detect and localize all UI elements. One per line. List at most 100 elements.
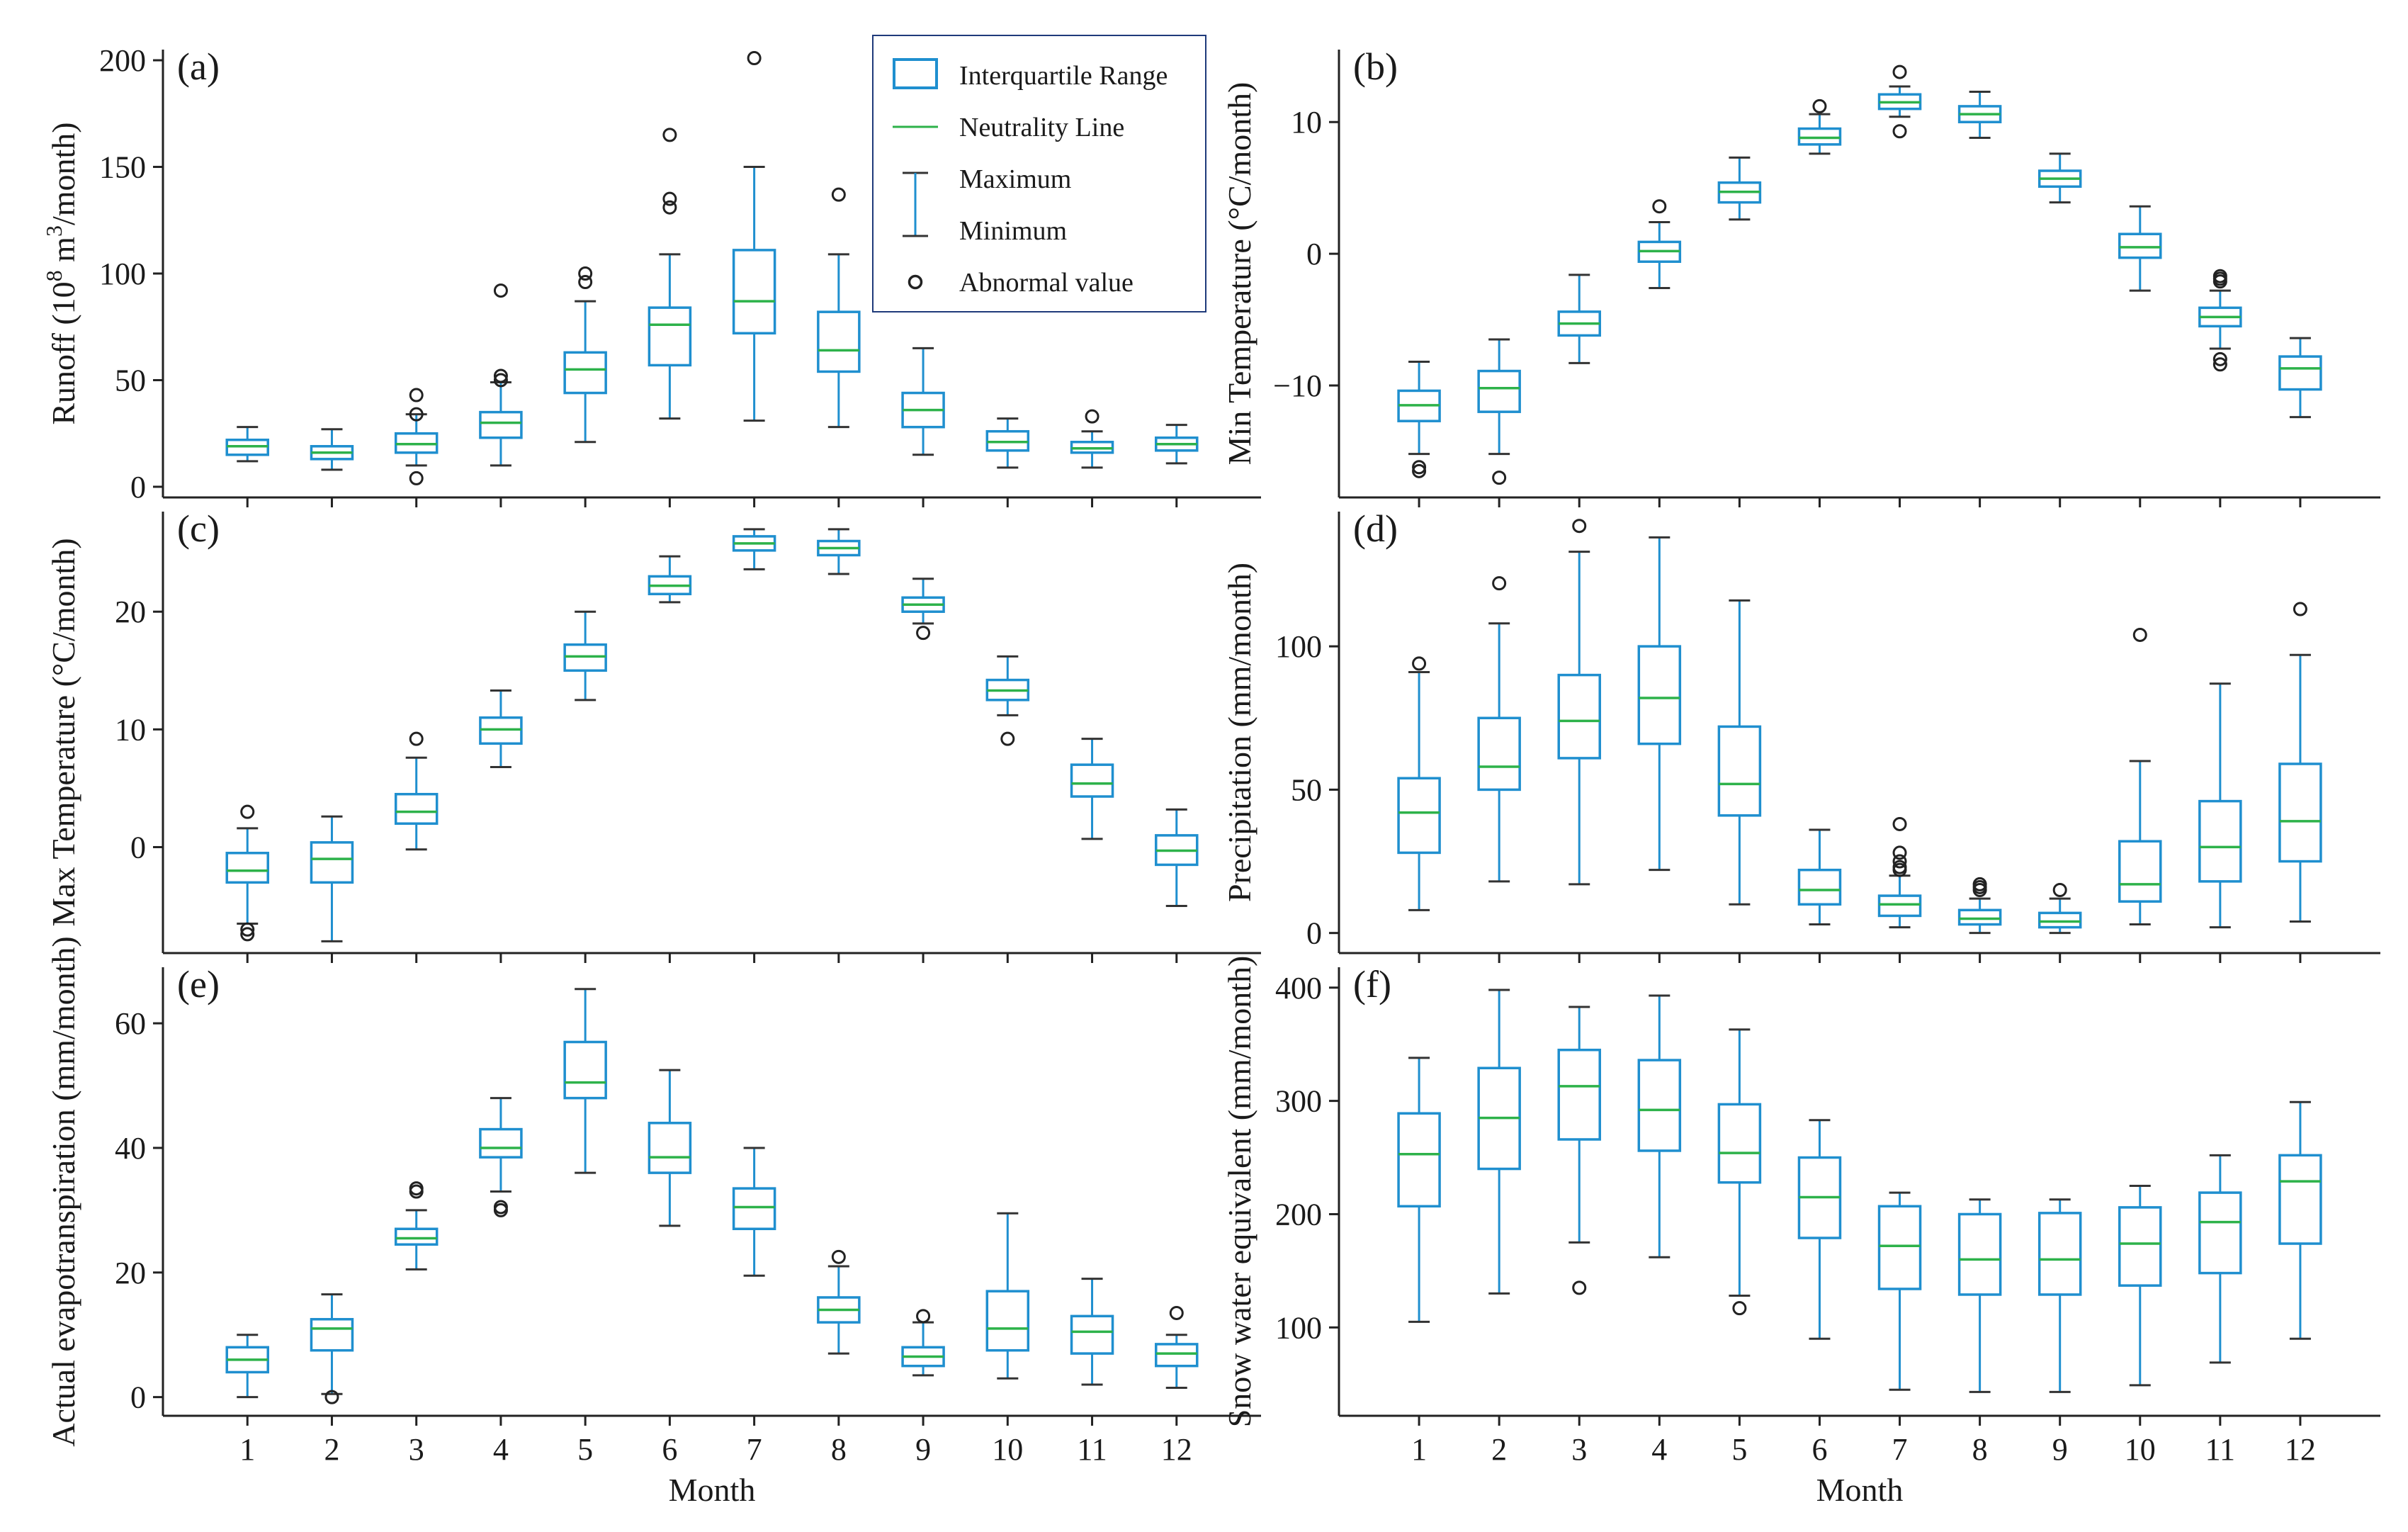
panel-b: −10 0 10 Min Temperature (°C/month) (b) xyxy=(1221,45,2380,507)
iqr-box xyxy=(1637,645,1682,745)
box-plot-month-12 xyxy=(1155,1305,1199,1389)
y-tick-label: 10 xyxy=(115,712,146,747)
outlier-point xyxy=(1892,854,1907,869)
outlier-point xyxy=(240,927,255,942)
x-tick-label: 8 xyxy=(831,1432,847,1467)
box-plot-month-11 xyxy=(2198,1154,2242,1364)
y-tick-label: 20 xyxy=(115,595,146,629)
box-plot-month-12 xyxy=(2278,602,2322,923)
outlier-point xyxy=(1412,460,1427,475)
legend-outlier-swatch xyxy=(908,274,923,290)
iqr-box xyxy=(2118,232,2162,259)
outlier-point xyxy=(240,804,255,819)
outlier-point xyxy=(1732,1301,1747,1316)
x-tick-label: 1 xyxy=(1411,1432,1427,1467)
box-plot-month-2 xyxy=(1477,338,1521,485)
iqr-box xyxy=(1877,894,1922,918)
outlier-point xyxy=(831,187,846,202)
iqr-box xyxy=(2278,355,2322,391)
x-tick-label: 9 xyxy=(915,1432,931,1467)
iqr-box xyxy=(1877,1205,1922,1290)
iqr-box xyxy=(479,1127,523,1159)
iqr-box xyxy=(2278,1154,2322,1245)
box-plot-month-7 xyxy=(1877,64,1922,139)
iqr-box xyxy=(1155,1343,1199,1368)
box-plot-month-4 xyxy=(1637,994,1682,1258)
box-plot-month-6 xyxy=(648,555,692,604)
panel-label: (c) xyxy=(177,507,220,550)
x-tick-label: 1 xyxy=(239,1432,255,1467)
outlier-point xyxy=(493,368,508,383)
box-plot-month-1 xyxy=(1397,361,1441,478)
y-axis-label-part: 3 xyxy=(41,225,67,237)
box-plot-month-5 xyxy=(1717,156,1762,221)
y-axis-label: Runoff (108 m3/month) xyxy=(41,122,81,424)
iqr-box xyxy=(648,1122,692,1174)
x-tick-label: 7 xyxy=(1892,1432,1908,1467)
panel-d: 0 50 100 Precipitation (mm/month) (d) xyxy=(1221,507,2380,963)
outlier-point xyxy=(662,128,677,142)
box-plot-month-2 xyxy=(310,815,354,942)
iqr-box xyxy=(2037,911,2082,929)
box-plot-month-5 xyxy=(1717,599,1762,906)
box-plot-month-5 xyxy=(1717,1028,1762,1316)
box-plot-month-9 xyxy=(901,578,945,641)
outlier-point xyxy=(1572,519,1587,534)
y-axis-label: Min Temperature (°C/month) xyxy=(1221,82,1257,466)
outlier-point xyxy=(1812,98,1827,113)
box-plot-month-1 xyxy=(225,804,269,942)
iqr-box xyxy=(394,1227,439,1246)
box-plot-month-7 xyxy=(1877,1191,1922,1391)
x-tick-label: 2 xyxy=(324,1432,339,1467)
iqr-box xyxy=(394,792,439,826)
iqr-box xyxy=(1717,725,1762,817)
legend-iqr-swatch xyxy=(893,58,938,89)
iqr-box xyxy=(1557,1048,1601,1141)
outlier-point xyxy=(1652,199,1667,214)
y-tick-label: 20 xyxy=(115,1256,146,1290)
box-plot-month-12 xyxy=(1155,808,1199,908)
outlier-point xyxy=(1169,1305,1184,1320)
iqr-box xyxy=(648,306,692,367)
box-plot-month-11 xyxy=(2198,682,2242,929)
y-axis-label-part: 8 xyxy=(41,270,67,281)
legend-label-median: Neutrality Line xyxy=(959,113,1124,142)
box-plot-month-4 xyxy=(479,1097,523,1217)
panel-label: (e) xyxy=(177,963,220,1006)
box-plot-month-1 xyxy=(1397,1057,1441,1323)
iqr-box xyxy=(1637,1059,1682,1152)
outlier-point xyxy=(1892,845,1907,860)
x-tick-label: 5 xyxy=(1731,1432,1747,1467)
box-plot-month-3 xyxy=(1557,274,1601,364)
x-tick-label: 3 xyxy=(1571,1432,1587,1467)
legend-label-iqr: Interquartile Range xyxy=(959,61,1168,91)
y-tick-label: 0 xyxy=(1306,916,1322,951)
box-plot-month-12 xyxy=(2278,337,2322,419)
outlier-point xyxy=(1412,463,1427,478)
box-plot-month-8 xyxy=(1957,90,2002,140)
iqr-box xyxy=(2037,1212,2082,1296)
box-plot-month-1 xyxy=(225,1334,269,1399)
outlier-point xyxy=(409,388,424,402)
iqr-box xyxy=(310,841,354,884)
y-axis-label: Snow water equivalent (mm/month) xyxy=(1221,956,1257,1428)
y-tick-label: 0 xyxy=(130,1380,146,1415)
box-plot-month-5 xyxy=(563,610,607,702)
x-tick-label: 8 xyxy=(1972,1432,1988,1467)
x-tick-label: 3 xyxy=(409,1432,424,1467)
box-plot-month-9 xyxy=(901,347,945,456)
y-tick-label: 300 xyxy=(1275,1084,1322,1119)
outlier-point xyxy=(2212,357,2227,372)
iqr-box xyxy=(1397,777,1441,855)
iqr-box xyxy=(2118,840,2162,903)
iqr-box xyxy=(1957,1212,2002,1296)
box-plot-month-2 xyxy=(310,428,354,471)
box-plot-month-6 xyxy=(1797,828,1842,926)
iqr-box xyxy=(732,1187,776,1230)
outlier-point xyxy=(747,51,762,66)
iqr-box xyxy=(2118,1206,2162,1287)
box-plot-month-2 xyxy=(310,1293,354,1404)
iqr-box xyxy=(479,410,523,439)
x-tick-label: 11 xyxy=(2205,1432,2235,1467)
